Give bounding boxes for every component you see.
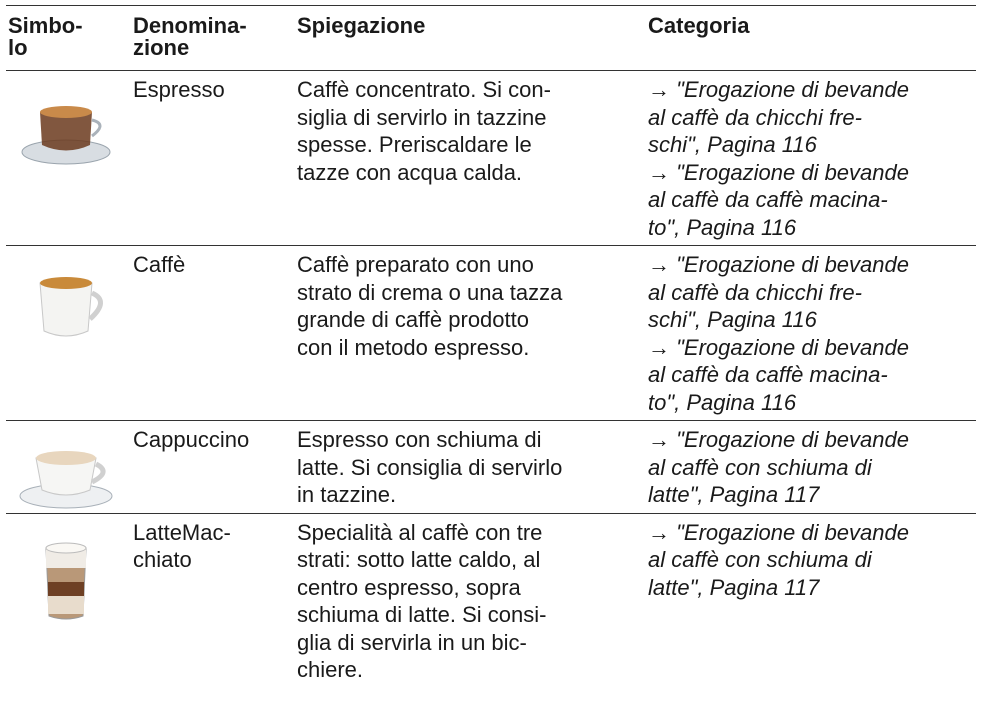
header-text: Categoria xyxy=(648,13,750,38)
name-text: Espresso xyxy=(133,77,225,102)
category-text: al caffè con schiuma di xyxy=(648,547,872,572)
category-text: al caffè da chicchi fre- xyxy=(648,104,862,130)
explanation-text: tazze con acqua calda. xyxy=(297,159,523,185)
category-text: al caffè da caffè macina- xyxy=(648,187,888,212)
espresso-icon xyxy=(21,106,111,165)
category-text: → "Erogazione di bevande xyxy=(648,334,909,360)
explanation-text: Espresso con schiuma di xyxy=(297,427,542,452)
explanation-text: spesse. Preriscaldare le xyxy=(297,132,532,157)
explanation-text: siglia di servirlo in tazzine xyxy=(297,104,547,130)
latte-macchiato-icon xyxy=(45,542,87,620)
header-rule xyxy=(6,70,976,71)
explanation-text: latte. Si consiglia di servirlo xyxy=(297,454,563,480)
explanation-text: schiuma di latte. Si consi- xyxy=(297,602,547,627)
row-rule xyxy=(6,245,976,246)
explanation-text: grande di caffè prodotto xyxy=(297,307,529,332)
category-text: to", Pagina 116 xyxy=(648,389,797,415)
category-text: → "Erogazione di bevande xyxy=(648,519,909,545)
name-text: chiato xyxy=(133,547,192,572)
category-text: → "Erogazione di bevande xyxy=(648,427,909,452)
header-text: Spiegazione xyxy=(297,13,426,38)
name-text: LatteMac- xyxy=(133,519,231,545)
explanation-text: in tazzine. xyxy=(297,482,397,507)
category-text: latte", Pagina 117 xyxy=(648,482,820,507)
explanation-text: strato di crema o una tazza xyxy=(297,279,563,305)
header-text: lo xyxy=(8,35,28,60)
explanation-text: Caffè concentrato. Si con- xyxy=(297,77,551,102)
name-text: Caffè xyxy=(133,252,186,277)
explanation-text: con il metodo espresso. xyxy=(297,334,530,360)
cappuccino-icon xyxy=(19,451,113,509)
top-rule xyxy=(6,5,976,6)
category-text: al caffè da chicchi fre- xyxy=(648,279,862,305)
explanation-text: strati: sotto latte caldo, al xyxy=(297,547,541,572)
category-text: to", Pagina 116 xyxy=(648,214,797,240)
category-text: → "Erogazione di bevande xyxy=(648,77,909,102)
category-text: al caffè con schiuma di xyxy=(648,454,872,480)
explanation-text: Specialità al caffè con tre xyxy=(297,519,543,545)
explanation-text: Caffè preparato con uno xyxy=(297,252,534,277)
header-text: zione xyxy=(133,35,190,60)
explanation-text: centro espresso, sopra xyxy=(297,574,521,600)
category-text: al caffè da caffè macina- xyxy=(648,362,888,387)
category-text: schi", Pagina 116 xyxy=(648,132,817,157)
row-rule xyxy=(6,512,976,514)
header-text: Denomina- xyxy=(133,13,247,38)
explanation-text: glia di servirla in un bic- xyxy=(297,629,527,655)
explanation-text: chiere. xyxy=(297,657,364,682)
category-text: latte", Pagina 117 xyxy=(648,574,820,600)
row-rule xyxy=(6,420,976,421)
caffe-icon xyxy=(39,277,103,337)
name-text: Cappuccino xyxy=(133,427,250,452)
category-text: → "Erogazione di bevande xyxy=(648,252,909,277)
header-text: Simbo- xyxy=(8,13,83,38)
category-text: → "Erogazione di bevande xyxy=(648,159,909,185)
category-text: schi", Pagina 116 xyxy=(648,307,817,332)
